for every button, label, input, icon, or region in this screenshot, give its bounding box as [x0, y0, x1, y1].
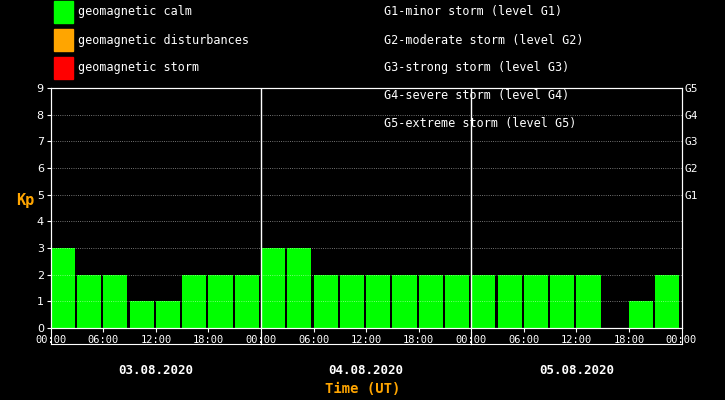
Bar	[130, 301, 154, 328]
Bar	[523, 275, 548, 328]
Text: G2-moderate storm (level G2): G2-moderate storm (level G2)	[384, 34, 584, 46]
Bar	[655, 275, 679, 328]
Bar	[51, 248, 75, 328]
Y-axis label: Kp: Kp	[17, 193, 35, 208]
Text: Time (UT): Time (UT)	[325, 382, 400, 396]
Bar	[235, 275, 259, 328]
Bar	[261, 248, 285, 328]
Text: G5-extreme storm (level G5): G5-extreme storm (level G5)	[384, 118, 576, 130]
Bar	[550, 275, 574, 328]
Bar	[629, 301, 653, 328]
Text: geomagnetic disturbances: geomagnetic disturbances	[78, 34, 249, 46]
Text: geomagnetic calm: geomagnetic calm	[78, 6, 192, 18]
Bar	[313, 275, 338, 328]
Bar	[77, 275, 102, 328]
Bar	[182, 275, 207, 328]
Bar	[392, 275, 417, 328]
Bar	[418, 275, 443, 328]
Bar	[340, 275, 364, 328]
Text: G3-strong storm (level G3): G3-strong storm (level G3)	[384, 62, 570, 74]
Bar	[209, 275, 233, 328]
Text: 03.08.2020: 03.08.2020	[118, 364, 194, 377]
Bar	[445, 275, 469, 328]
Text: geomagnetic storm: geomagnetic storm	[78, 62, 199, 74]
Bar	[471, 275, 495, 328]
Text: G4-severe storm (level G4): G4-severe storm (level G4)	[384, 90, 570, 102]
Text: 05.08.2020: 05.08.2020	[539, 364, 614, 377]
Bar	[576, 275, 600, 328]
Bar	[287, 248, 312, 328]
Text: 04.08.2020: 04.08.2020	[328, 364, 404, 377]
Bar	[156, 301, 180, 328]
Bar	[103, 275, 128, 328]
Bar	[497, 275, 522, 328]
Text: G1-minor storm (level G1): G1-minor storm (level G1)	[384, 6, 563, 18]
Bar	[366, 275, 390, 328]
